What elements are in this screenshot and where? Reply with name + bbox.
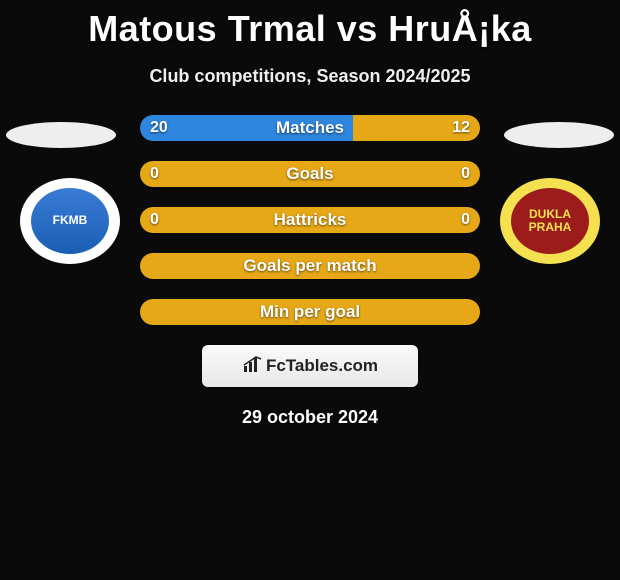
stat-bar: Goals per match — [140, 253, 480, 279]
branding-text: FcTables.com — [266, 356, 378, 376]
stat-value-right: 0 — [461, 207, 470, 233]
stat-value-right: 0 — [461, 161, 470, 187]
branding-box: FcTables.com — [202, 345, 418, 387]
player1-ellipse — [6, 122, 116, 148]
stat-bar: Hattricks0 0 — [140, 207, 480, 233]
stat-bar-label: Min per goal — [140, 299, 480, 325]
page-title: Matous Trmal vs HruÅ¡ka — [0, 0, 620, 50]
club-logo-left-label: FKMB — [31, 188, 109, 254]
stat-bar-label: Hattricks — [140, 207, 480, 233]
player2-ellipse — [504, 122, 614, 148]
stat-bar: Goals0 0 — [140, 161, 480, 187]
stat-value-right: 12 — [452, 115, 470, 141]
stat-bar-label: Goals — [140, 161, 480, 187]
club-logo-right: DUKLA PRAHA — [500, 178, 600, 264]
stat-value-left: 20 — [150, 115, 168, 141]
stat-value-left: 0 — [150, 161, 159, 187]
club-logo-right-label: DUKLA PRAHA — [511, 188, 589, 254]
stat-bar: Min per goal — [140, 299, 480, 325]
stat-bar: Matches20 12 — [140, 115, 480, 141]
date-text: 29 october 2024 — [0, 407, 620, 428]
stat-bar-label: Matches — [140, 115, 480, 141]
stat-bar-label: Goals per match — [140, 253, 480, 279]
subtitle: Club competitions, Season 2024/2025 — [0, 66, 620, 87]
club-logo-left: FKMB — [20, 178, 120, 264]
chart-icon — [242, 356, 262, 377]
stat-value-left: 0 — [150, 207, 159, 233]
